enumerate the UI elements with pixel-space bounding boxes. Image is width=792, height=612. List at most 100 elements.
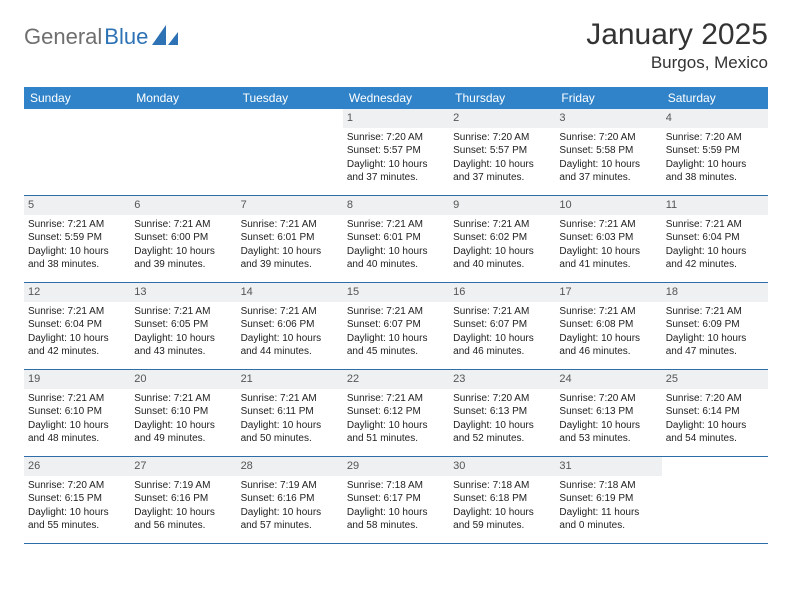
day-number: 28 xyxy=(237,457,343,476)
sunset-text: Sunset: 5:57 PM xyxy=(453,144,551,158)
day-cell: 18Sunrise: 7:21 AMSunset: 6:09 PMDayligh… xyxy=(662,283,768,369)
sunrise-text: Sunrise: 7:20 AM xyxy=(347,131,445,145)
day-cell: 9Sunrise: 7:21 AMSunset: 6:02 PMDaylight… xyxy=(449,196,555,282)
brand-name-b: Blue xyxy=(104,24,148,50)
day-number: 20 xyxy=(130,370,236,389)
sunset-text: Sunset: 5:59 PM xyxy=(28,231,126,245)
sunrise-text: Sunrise: 7:21 AM xyxy=(347,305,445,319)
week-row: 5 Sunrise: 7:21 AM Sunset: 5:59 PM Daylight… xyxy=(24,196,768,283)
daylight-text: and 53 minutes. xyxy=(559,432,657,446)
daylight-text: and 57 minutes. xyxy=(241,519,339,533)
sunset-text: Sunset: 6:15 PM xyxy=(28,492,126,506)
sunrise-text: Sunrise: 7:21 AM xyxy=(559,218,657,232)
sunset-text: Sunset: 6:14 PM xyxy=(666,405,764,419)
day-cell: 10 Sunrise: 7:21 AMSunset: 6:03 PMDayligh… xyxy=(555,196,661,282)
daylight-text: Daylight: 10 hours xyxy=(347,332,445,346)
day-number: 17 xyxy=(555,283,661,302)
day-number: 27 xyxy=(130,457,236,476)
daylight-text: and 38 minutes. xyxy=(28,258,126,272)
daylight-text: Daylight: 10 hours xyxy=(28,332,126,346)
day-cell: 28Sunrise: 7:19 AMSunset: 6:16 PMDayligh… xyxy=(237,457,343,543)
weekday-header: Tuesday xyxy=(237,87,343,109)
sunset-text: Sunset: 6:09 PM xyxy=(666,318,764,332)
sunset-text: Sunset: 6:01 PM xyxy=(347,231,445,245)
brand-logo: GeneralBlue xyxy=(24,18,178,50)
day-number: 16 xyxy=(449,283,555,302)
sunrise-text: Sunrise: 7:18 AM xyxy=(559,479,657,493)
daylight-text: Daylight: 10 hours xyxy=(134,332,232,346)
daylight-text: Daylight: 10 hours xyxy=(559,245,657,259)
day-cell: 2Sunrise: 7:20 AMSunset: 5:57 PMDaylight… xyxy=(449,109,555,195)
daylight-text: and 42 minutes. xyxy=(28,345,126,359)
daylight-text: and 46 minutes. xyxy=(559,345,657,359)
daylight-text: and 46 minutes. xyxy=(453,345,551,359)
week-row: 12Sunrise: 7:21 AMSunset: 6:04 PMDayligh… xyxy=(24,283,768,370)
header: GeneralBlue January 2025 Burgos, Mexico xyxy=(24,18,768,73)
sunrise-text: Sunrise: 7:21 AM xyxy=(347,392,445,406)
day-number: 29 xyxy=(343,457,449,476)
day-number: 5 xyxy=(24,196,130,215)
day-cell: 13Sunrise: 7:21 AMSunset: 6:05 PMDayligh… xyxy=(130,283,236,369)
weekday-header: Monday xyxy=(130,87,236,109)
day-cell-empty xyxy=(662,457,768,543)
daylight-text: Daylight: 10 hours xyxy=(453,506,551,520)
sunrise-text: Sunrise: 7:21 AM xyxy=(453,218,551,232)
day-number: 19 xyxy=(24,370,130,389)
day-number: 21 xyxy=(237,370,343,389)
daylight-text: and 41 minutes. xyxy=(559,258,657,272)
daylight-text: Daylight: 10 hours xyxy=(347,245,445,259)
day-number: 6 xyxy=(130,196,236,215)
sunset-text: Sunset: 6:12 PM xyxy=(347,405,445,419)
weekday-header: Wednesday xyxy=(343,87,449,109)
sunrise-text: Sunrise: 7:20 AM xyxy=(666,131,764,145)
day-cell-empty xyxy=(24,109,130,195)
sunrise-text: Sunrise: 7:20 AM xyxy=(453,131,551,145)
daylight-text: Daylight: 10 hours xyxy=(134,506,232,520)
day-number: 12 xyxy=(24,283,130,302)
title-block: January 2025 Burgos, Mexico xyxy=(586,18,768,73)
sunrise-text: Sunrise: 7:19 AM xyxy=(241,479,339,493)
day-number: 15 xyxy=(343,283,449,302)
sunrise-text: Sunrise: 7:20 AM xyxy=(28,479,126,493)
sunset-text: Sunset: 6:16 PM xyxy=(241,492,339,506)
day-number: 10 xyxy=(555,196,661,215)
day-cell: 5Sunrise: 7:21 AMSunset: 5:59 PMDaylight… xyxy=(24,196,130,282)
daylight-text: Daylight: 10 hours xyxy=(134,245,232,259)
calendar: SundayMondayTuesdayWednesdayThursdayFrid… xyxy=(24,87,768,544)
day-number: 25 xyxy=(662,370,768,389)
daylight-text: and 44 minutes. xyxy=(241,345,339,359)
brand-sail-icon xyxy=(152,25,178,50)
weekday-header: Thursday xyxy=(449,87,555,109)
day-number: 30 xyxy=(449,457,555,476)
sunset-text: Sunset: 6:16 PM xyxy=(134,492,232,506)
sunrise-text: Sunrise: 7:21 AM xyxy=(28,305,126,319)
sunrise-text: Sunrise: 7:21 AM xyxy=(134,218,232,232)
daylight-text: Daylight: 10 hours xyxy=(241,245,339,259)
daylight-text: Daylight: 10 hours xyxy=(453,158,551,172)
daylight-text: and 40 minutes. xyxy=(347,258,445,272)
day-cell: 22Sunrise: 7:21 AMSunset: 6:12 PMDayligh… xyxy=(343,370,449,456)
sunset-text: Sunset: 6:07 PM xyxy=(347,318,445,332)
day-cell: 29Sunrise: 7:18 AMSunset: 6:17 PMDayligh… xyxy=(343,457,449,543)
daylight-text: Daylight: 10 hours xyxy=(453,332,551,346)
daylight-text: Daylight: 10 hours xyxy=(28,419,126,433)
location: Burgos, Mexico xyxy=(586,53,768,73)
day-cell: 21Sunrise: 7:21 AMSunset: 6:11 PMDayligh… xyxy=(237,370,343,456)
sunrise-text: Sunrise: 7:21 AM xyxy=(241,305,339,319)
daylight-text: and 56 minutes. xyxy=(134,519,232,533)
sunset-text: Sunset: 6:04 PM xyxy=(666,231,764,245)
day-number: 18 xyxy=(662,283,768,302)
sunrise-text: Sunrise: 7:21 AM xyxy=(453,305,551,319)
daylight-text: Daylight: 10 hours xyxy=(241,332,339,346)
daylight-text: and 45 minutes. xyxy=(347,345,445,359)
day-number: 26 xyxy=(24,457,130,476)
daylight-text: Daylight: 10 hours xyxy=(666,332,764,346)
month-title: January 2025 xyxy=(586,18,768,51)
daylight-text: Daylight: 10 hours xyxy=(453,419,551,433)
daylight-text: and 59 minutes. xyxy=(453,519,551,533)
sunset-text: Sunset: 6:03 PM xyxy=(559,231,657,245)
daylight-text: and 39 minutes. xyxy=(134,258,232,272)
sunrise-text: Sunrise: 7:20 AM xyxy=(559,392,657,406)
sunset-text: Sunset: 6:02 PM xyxy=(453,231,551,245)
sunrise-text: Sunrise: 7:18 AM xyxy=(347,479,445,493)
